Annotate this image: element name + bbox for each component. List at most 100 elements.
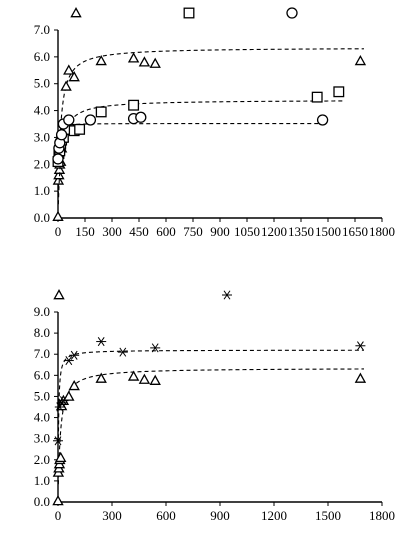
y-tick-label: 1.0 — [34, 473, 50, 488]
fit-curve — [57, 100, 343, 205]
x-tick-label: 300 — [102, 224, 122, 239]
data-point — [138, 56, 151, 67]
data-point — [69, 350, 80, 360]
x-tick-label: 1200 — [261, 508, 287, 523]
asterisk-stroke — [151, 343, 159, 353]
x-tick-label: 1800 — [369, 224, 395, 239]
x-tick-label: 450 — [129, 224, 149, 239]
data-point — [63, 356, 74, 366]
asterisk-stroke — [97, 337, 105, 347]
data-point — [74, 123, 86, 135]
data-point — [60, 80, 72, 91]
data-point — [95, 372, 107, 383]
data-point — [96, 337, 107, 347]
x-tick-label: 1650 — [342, 224, 368, 239]
y-tick-label: 9.0 — [34, 304, 50, 319]
asterisk-stroke — [59, 396, 67, 406]
x-tick-label: 1500 — [315, 224, 341, 239]
series-1 — [52, 48, 367, 221]
y-tick-label: 2.0 — [34, 156, 50, 171]
data-point — [311, 91, 323, 103]
y-tick-label: 3.0 — [34, 431, 50, 446]
data-point — [63, 64, 75, 75]
y-tick-label: 0.0 — [34, 210, 50, 225]
data-point — [128, 99, 140, 111]
legend-marker — [70, 7, 82, 18]
x-tick-label: 300 — [102, 508, 122, 523]
x-tick-label: 0 — [55, 224, 62, 239]
fit-curve — [57, 48, 365, 196]
data-point — [138, 373, 151, 384]
data-point — [127, 370, 140, 381]
y-tick-label: 7.0 — [34, 346, 50, 361]
x-tick-label: 1050 — [234, 224, 260, 239]
asterisk-stroke — [70, 350, 78, 360]
asterisk-stroke — [119, 347, 127, 357]
series-1 — [52, 368, 367, 506]
data-point — [355, 341, 366, 351]
asterisk-stroke — [223, 290, 231, 300]
data-point — [53, 169, 65, 180]
data-point — [52, 210, 64, 221]
data-point — [333, 86, 345, 98]
data-point — [54, 451, 67, 462]
x-tick-label: 150 — [75, 224, 95, 239]
data-point — [52, 153, 64, 165]
series-2 — [53, 337, 366, 446]
data-point — [63, 114, 75, 126]
y-tick-label: 4.0 — [34, 410, 50, 425]
x-tick-label: 900 — [210, 508, 230, 523]
data-point — [52, 495, 64, 506]
x-tick-label: 1800 — [369, 508, 395, 523]
data-point — [68, 71, 80, 82]
fit-curve — [57, 122, 327, 154]
x-tick-label: 900 — [210, 224, 230, 239]
data-point — [127, 52, 140, 63]
legend-marker — [183, 7, 195, 19]
y-tick-label: 1.0 — [34, 183, 50, 198]
x-tick-label: 0 — [55, 508, 62, 523]
chart-panel-a: 0.0 1.0 2.0 3.0 4.0 5.0 6.0 7.0 0 150 300 450 600 750… — [34, 7, 395, 239]
y-tick-label: 8.0 — [34, 325, 50, 340]
legend-marker — [286, 7, 298, 19]
x-tick-label: 1200 — [261, 224, 287, 239]
fit-curve — [57, 368, 364, 485]
series-2 — [52, 86, 345, 205]
data-point — [63, 390, 75, 401]
chart-panel-b: 0.0 1.0 2.0 3.0 4.0 5.0 6.0 7.0 8.0 9.0 0 300 600 900… — [34, 289, 395, 523]
y-tick-label: 4.0 — [34, 103, 50, 118]
data-point — [354, 372, 367, 383]
y-tick-label: 3.0 — [34, 129, 50, 144]
fit-curve — [57, 349, 364, 439]
data-point — [150, 343, 161, 353]
asterisk-stroke — [56, 402, 64, 412]
y-tick-label: 2.0 — [34, 452, 50, 467]
y-tick-label: 0.0 — [34, 494, 50, 509]
x-tick-label: 750 — [183, 224, 203, 239]
data-point — [149, 374, 161, 385]
y-tick-label: 6.0 — [34, 49, 50, 64]
y-tick-label: 5.0 — [34, 76, 50, 91]
data-point — [149, 57, 161, 68]
x-tick-label: 1350 — [288, 224, 314, 239]
data-point — [135, 111, 147, 123]
data-point — [55, 129, 68, 141]
x-tick-label: 600 — [156, 508, 176, 523]
data-point — [58, 396, 69, 406]
legend-marker — [222, 290, 232, 300]
asterisk-stroke — [54, 436, 62, 446]
series-3 — [52, 111, 329, 165]
data-point — [354, 54, 367, 66]
data-point — [117, 347, 128, 357]
y-tick-label: 5.0 — [34, 388, 50, 403]
asterisk-stroke — [65, 356, 73, 366]
data-point — [95, 106, 107, 118]
asterisk-stroke — [356, 341, 364, 351]
data-point — [68, 379, 80, 391]
y-tick-label: 6.0 — [34, 367, 50, 382]
data-point — [316, 114, 329, 126]
data-point — [84, 114, 97, 126]
data-point — [54, 402, 65, 412]
data-point — [53, 436, 63, 446]
